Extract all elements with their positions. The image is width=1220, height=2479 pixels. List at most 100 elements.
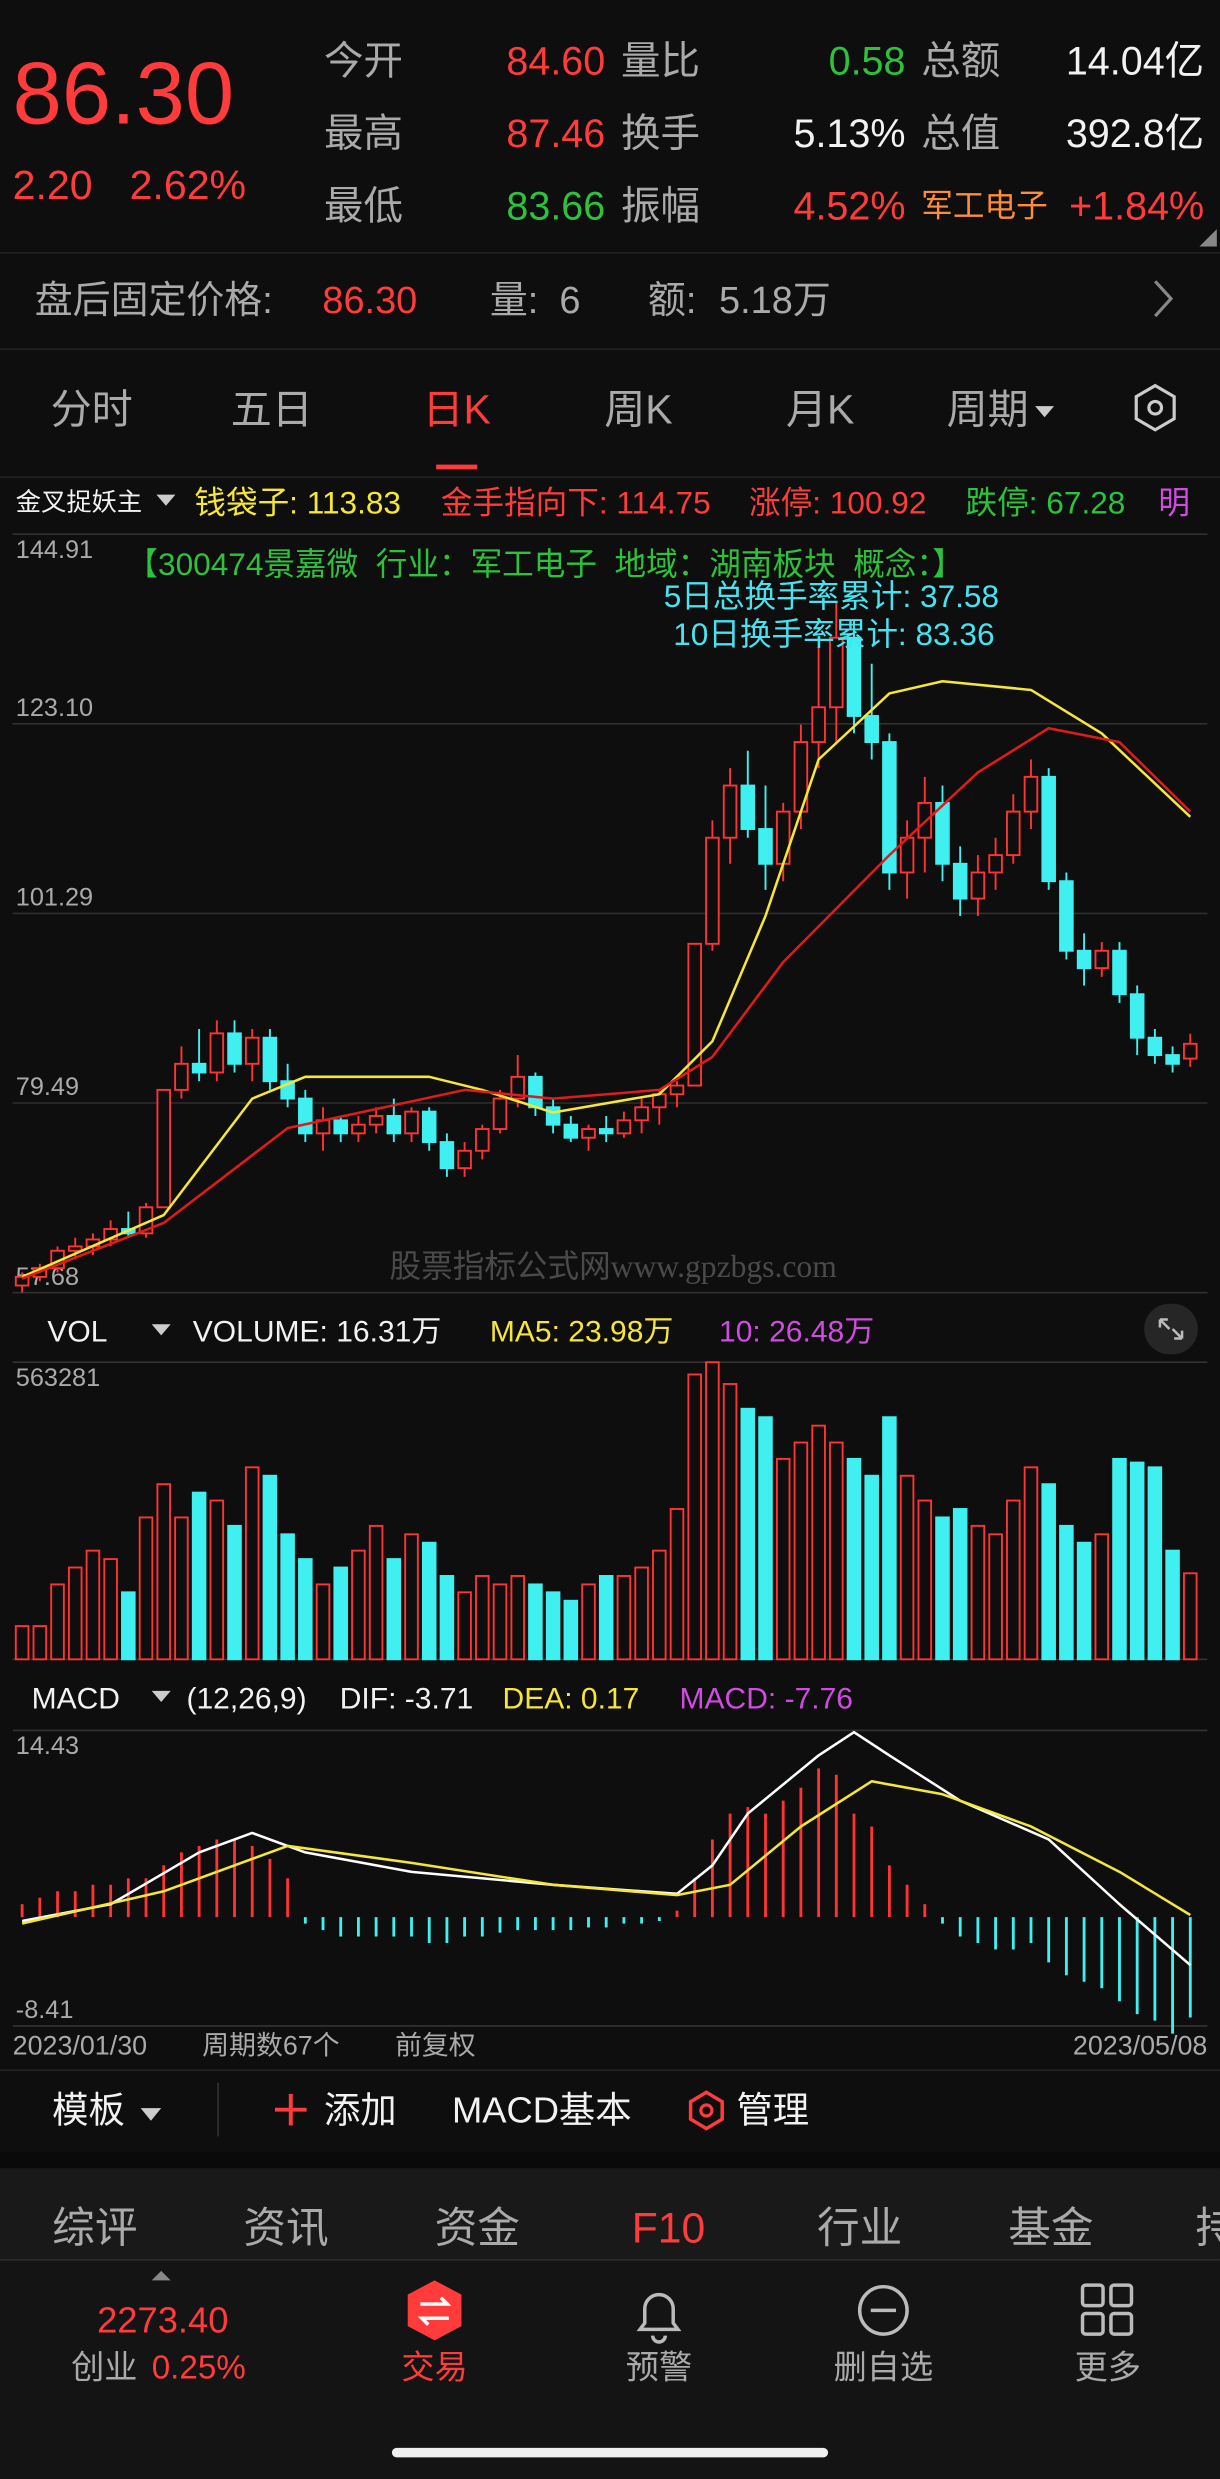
volume-bar bbox=[1059, 1524, 1074, 1661]
nav-bg bbox=[0, 2259, 1220, 2479]
y-tick-label: 563281 bbox=[16, 1364, 100, 1392]
candle-body bbox=[351, 1123, 366, 1135]
candle-body bbox=[67, 1245, 83, 1252]
candle-body bbox=[1112, 949, 1127, 996]
stat-label: 今开 bbox=[324, 39, 403, 83]
axis-footer: 周期数67个 bbox=[202, 2030, 339, 2060]
stat-value: 0.58 bbox=[829, 39, 906, 83]
tab[interactable]: 日K bbox=[422, 387, 490, 433]
candle-body bbox=[935, 801, 950, 865]
indicator-item: 明 bbox=[1158, 485, 1190, 521]
volume-bar bbox=[935, 1516, 950, 1661]
volume-bar bbox=[262, 1474, 278, 1661]
tab[interactable]: 五日 bbox=[231, 387, 313, 433]
settings-icon-dot bbox=[1147, 399, 1164, 416]
volume-bar bbox=[864, 1474, 879, 1661]
tab[interactable]: 周期 bbox=[947, 387, 1029, 433]
candle-body bbox=[1076, 949, 1092, 970]
indicator-name: 金叉捉妖主 bbox=[16, 488, 142, 516]
candle-body bbox=[846, 636, 862, 717]
nav-label[interactable]: 删自选 bbox=[834, 2349, 934, 2386]
tab[interactable]: 周K bbox=[604, 387, 672, 433]
candle-body bbox=[775, 810, 791, 865]
alert-icon[interactable] bbox=[636, 2292, 682, 2344]
candle-body bbox=[952, 862, 968, 900]
bottom-tab[interactable]: 基金 bbox=[1008, 2204, 1093, 2252]
y-tick-label: 123.10 bbox=[16, 694, 93, 722]
candle-body bbox=[404, 1110, 419, 1135]
expand-button[interactable] bbox=[1144, 1303, 1198, 1355]
volume-bar bbox=[32, 1625, 48, 1661]
stat-label: 量比 bbox=[621, 39, 700, 83]
indicator-item: 跌停: 67.28 bbox=[966, 485, 1126, 521]
toolbar-manage[interactable]: 管理 bbox=[736, 2089, 809, 2130]
bottom-tab[interactable]: F10 bbox=[632, 2204, 706, 2252]
change-pct: 2.62% bbox=[130, 162, 246, 208]
bottom-tab[interactable]: 综评 bbox=[52, 2204, 137, 2252]
candle-body bbox=[705, 836, 720, 945]
volume-bar bbox=[545, 1591, 561, 1661]
toolbar-template[interactable]: 模板 bbox=[52, 2089, 125, 2130]
after-vol: 6 bbox=[559, 280, 580, 322]
settings-icon[interactable] bbox=[1134, 383, 1176, 432]
volume-bar bbox=[829, 1441, 844, 1661]
candle-body bbox=[687, 942, 702, 1087]
candle-body bbox=[811, 706, 826, 744]
trade-icon[interactable] bbox=[407, 2280, 462, 2341]
candle-body bbox=[209, 1032, 225, 1074]
price: 86.30 bbox=[13, 43, 234, 142]
legend-item: DIF: -3.71 bbox=[340, 1682, 473, 1715]
volume-bar bbox=[280, 1533, 295, 1661]
candle-body bbox=[598, 1128, 614, 1135]
remove-icon[interactable] bbox=[857, 2284, 909, 2336]
stat-label: 换手 bbox=[621, 112, 700, 156]
dropdown bbox=[151, 1324, 171, 1336]
nav-label[interactable]: 交易 bbox=[401, 2349, 467, 2386]
candle-body bbox=[510, 1075, 525, 1100]
volume-bar bbox=[492, 1583, 508, 1661]
volume-bar bbox=[244, 1466, 260, 1661]
candle-body bbox=[581, 1128, 596, 1139]
candle-body bbox=[669, 1084, 685, 1096]
volume-bar bbox=[1165, 1549, 1180, 1661]
stat-value: 87.46 bbox=[506, 112, 605, 156]
dropdown bbox=[156, 494, 176, 506]
bottom-tab[interactable]: 行业 bbox=[817, 2204, 902, 2252]
bottom-tab[interactable]: 资讯 bbox=[243, 2204, 328, 2252]
volume-bar bbox=[368, 1524, 384, 1661]
more-icon[interactable] bbox=[1080, 2283, 1134, 2336]
legend-item: DEA: 0.17 bbox=[503, 1682, 640, 1715]
volume-bar bbox=[952, 1508, 968, 1661]
up-arrow bbox=[151, 2270, 171, 2281]
toolbar-macd[interactable]: MACD基本 bbox=[452, 2089, 632, 2130]
tab[interactable]: 月K bbox=[786, 387, 854, 433]
bottom-tabs-bg bbox=[0, 2168, 1220, 2260]
toolbar-add[interactable]: 添加 bbox=[324, 2089, 397, 2130]
index-value: 2273.40 bbox=[97, 2300, 228, 2341]
nav-label[interactable]: 预警 bbox=[626, 2349, 692, 2386]
stat-label: 振幅 bbox=[621, 185, 700, 229]
stat-value: 14.04亿 bbox=[1066, 39, 1204, 83]
bottom-tab[interactable]: 资金 bbox=[435, 2204, 520, 2252]
bottom-tab[interactable]: 持 bbox=[1196, 2204, 1220, 2252]
volume-bar bbox=[1076, 1541, 1092, 1661]
candle-body bbox=[191, 1062, 207, 1074]
volume-bar bbox=[740, 1407, 756, 1661]
index-name: 创业 bbox=[71, 2349, 137, 2386]
candle-body bbox=[439, 1141, 455, 1170]
chevron[interactable] bbox=[1154, 280, 1174, 318]
candle-body bbox=[156, 1088, 171, 1209]
more-icon-cell bbox=[1109, 2283, 1134, 2308]
candle-body bbox=[298, 1097, 313, 1135]
candle-body bbox=[722, 784, 738, 839]
tab[interactable]: 分时 bbox=[51, 387, 133, 433]
bottom-tabs: 综评 资讯 资金 F10 行业 基金 持 bbox=[52, 2204, 1220, 2252]
volume-bar bbox=[899, 1474, 915, 1661]
legend-item: VOL bbox=[47, 1316, 107, 1349]
candle-body bbox=[864, 715, 879, 744]
legend-item: MA5: 23.98万 bbox=[490, 1316, 674, 1349]
candle-body bbox=[1129, 993, 1145, 1039]
nav-label[interactable]: 更多 bbox=[1075, 2349, 1141, 2386]
